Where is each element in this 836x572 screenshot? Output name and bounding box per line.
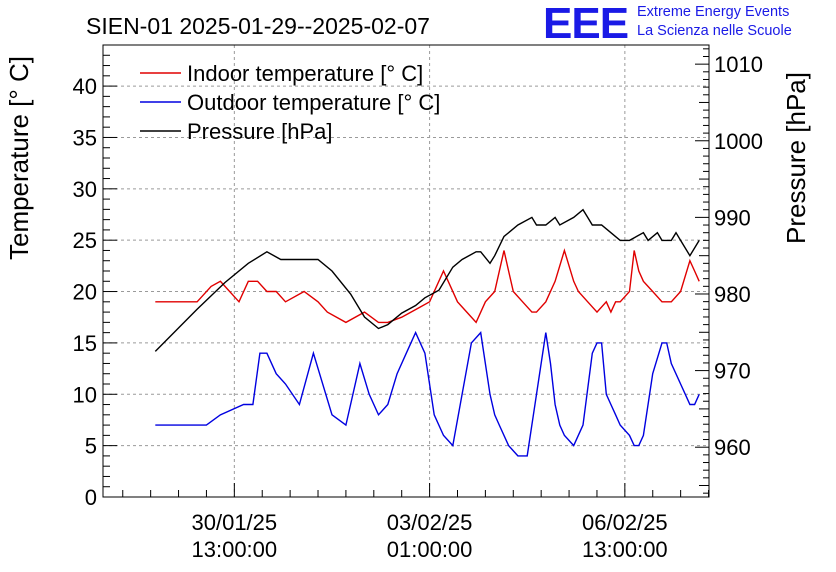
y-left-tick-label: 40 (73, 74, 97, 99)
legend: Indoor temperature [° C] Outdoor temperat… (140, 61, 440, 144)
y-axis-right-label: Pressure [hPa] (781, 72, 811, 244)
y-right-tick-label: 1000 (714, 129, 763, 154)
x-tick-label-date: 03/02/25 (387, 510, 473, 535)
logo-line-2: La Scienza nelle Scuole (637, 23, 792, 39)
y-left-tick-label: 10 (73, 382, 97, 407)
y-left-tick-label: 30 (73, 177, 97, 202)
y-left-tick-label: 0 (85, 485, 97, 510)
legend-label-1: Outdoor temperature [° C] (187, 90, 440, 115)
x-tick-label-time: 01:00:00 (387, 537, 473, 562)
y-right-tick-label: 1010 (714, 52, 763, 77)
series-lines (154, 208, 700, 457)
chart-title: SIEN-01 2025-01-29--2025-02-07 (86, 13, 430, 39)
logo-line-1: Extreme Energy Events (637, 4, 790, 20)
y-right-tick-label: 960 (714, 435, 751, 460)
axes: 0 5 10 15 20 25 30 35 40 960 970 980 990 1000 1010 30/0… (73, 44, 763, 562)
y-right-tick-label: 990 (714, 205, 751, 230)
y-axis-left-label: Temperature [° C] (4, 56, 34, 260)
x-tick-label-date: 06/02/25 (582, 510, 668, 535)
x-tick-label-time: 13:00:00 (192, 537, 278, 562)
y-right-tick-label: 980 (714, 282, 751, 307)
legend-label-2: Pressure [hPa] (187, 119, 333, 144)
y-left-tick-label: 5 (85, 434, 97, 459)
y-left-tick-label: 15 (73, 331, 97, 356)
x-tick-label-time: 13:00:00 (582, 537, 668, 562)
legend-label-0: Indoor temperature [° C] (187, 61, 423, 86)
y-left-tick-label: 35 (73, 125, 97, 150)
eee-logo-mark: EEE (543, 0, 629, 48)
y-right-tick-label: 970 (714, 359, 751, 384)
grid-lines (103, 45, 709, 497)
y-left-tick-label: 25 (73, 228, 97, 253)
series-line-0 (155, 248, 700, 324)
x-tick-label-date: 30/01/25 (192, 510, 278, 535)
series-line-2 (154, 208, 700, 352)
series-line-1 (155, 330, 700, 457)
y-left-tick-label: 20 (73, 280, 97, 305)
